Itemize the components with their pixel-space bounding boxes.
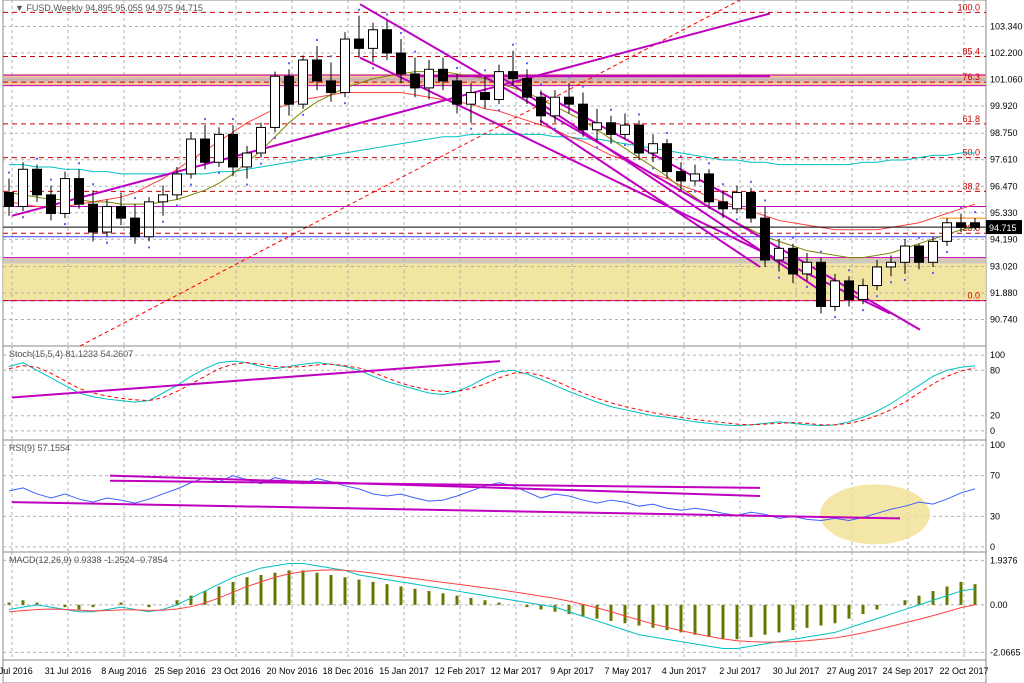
svg-text:90.740: 90.740	[990, 314, 1018, 324]
svg-text:▼ FUSD,Weekly 94.895 95.055 9: ▼ FUSD,Weekly 94.895 95.055 94.975 94.71…	[15, 3, 203, 13]
svg-text:23 Oct 2016: 23 Oct 2016	[211, 666, 260, 676]
svg-text:9 Apr 2017: 9 Apr 2017	[550, 666, 594, 676]
macd-panel[interactable]: -2.0665 0.00 1.9376 MACD(12,26,9) 0.9338 -1…	[0, 552, 1024, 660]
svg-text:103.340: 103.340	[990, 22, 1023, 32]
svg-text:100.0: 100.0	[957, 2, 980, 12]
svg-text:20: 20	[990, 411, 1000, 421]
svg-text:22 Oct 2017: 22 Oct 2017	[939, 666, 988, 676]
svg-text:38.2: 38.2	[962, 181, 980, 191]
price-chart-panel[interactable]: 90.740 91.880 93.020 94.190 95.330 96.470 97.6…	[0, 0, 1024, 346]
svg-text:97.610: 97.610	[990, 155, 1018, 165]
svg-text:0: 0	[990, 542, 995, 552]
svg-text:30 Jul 2017: 30 Jul 2017	[773, 666, 820, 676]
svg-text:8 Aug 2016: 8 Aug 2016	[101, 666, 147, 676]
svg-text:96.470: 96.470	[990, 181, 1018, 191]
svg-text:61.8: 61.8	[962, 114, 980, 124]
svg-text:94.715: 94.715	[989, 223, 1017, 233]
svg-text:31 Jul 2016: 31 Jul 2016	[45, 666, 92, 676]
svg-text:12 Mar 2017: 12 Mar 2017	[491, 666, 542, 676]
svg-text:100: 100	[990, 350, 1005, 360]
svg-text:99.920: 99.920	[990, 101, 1018, 111]
svg-text:30: 30	[990, 511, 1000, 521]
svg-text:93.020: 93.020	[990, 261, 1018, 271]
svg-text:91.880: 91.880	[990, 288, 1018, 298]
svg-text:3 Jul 2016: 3 Jul 2016	[0, 666, 33, 676]
svg-text:12 Feb 2017: 12 Feb 2017	[435, 666, 486, 676]
svg-text:20 Nov 2016: 20 Nov 2016	[266, 666, 317, 676]
svg-text:25 Sep 2016: 25 Sep 2016	[154, 666, 205, 676]
svg-text:95.330: 95.330	[990, 208, 1018, 218]
svg-text:MACD(12,26,9) 0.9338 -1.2524 -: MACD(12,26,9) 0.9338 -1.2524 -0.7854	[9, 555, 168, 565]
svg-text:76.3: 76.3	[962, 72, 980, 82]
stochastic-panel[interactable]: 0 20 80 100 Stoch(15,5,4) 81.1233 54.2607	[0, 346, 1024, 440]
svg-text:Stoch(15,5,4) 81.1233 54.2607: Stoch(15,5,4) 81.1233 54.2607	[9, 349, 133, 359]
svg-text:0.00: 0.00	[990, 600, 1008, 610]
svg-text:-2.0665: -2.0665	[990, 647, 1021, 657]
svg-text:94.190: 94.190	[990, 234, 1018, 244]
svg-text:7 May 2017: 7 May 2017	[604, 666, 651, 676]
svg-text:0.0: 0.0	[967, 291, 980, 301]
svg-text:70: 70	[990, 471, 1000, 481]
svg-text:4 Jun 2017: 4 Jun 2017	[662, 666, 707, 676]
svg-text:18 Dec 2016: 18 Dec 2016	[322, 666, 373, 676]
svg-text:100: 100	[990, 440, 1005, 450]
svg-text:85.4: 85.4	[962, 47, 980, 57]
svg-text:102.200: 102.200	[990, 48, 1023, 58]
svg-text:27 Aug 2017: 27 Aug 2017	[827, 666, 878, 676]
svg-text:1.9376: 1.9376	[990, 555, 1018, 565]
svg-text:15 Jan 2017: 15 Jan 2017	[379, 666, 429, 676]
svg-text:RSI(9) 57.1554: RSI(9) 57.1554	[9, 443, 70, 453]
svg-text:101.060: 101.060	[990, 75, 1023, 85]
svg-text:24 Sep 2017: 24 Sep 2017	[882, 666, 933, 676]
svg-text:98.750: 98.750	[990, 128, 1018, 138]
svg-text:80: 80	[990, 365, 1000, 375]
svg-text:0: 0	[990, 426, 995, 436]
svg-text:2 Jul 2017: 2 Jul 2017	[719, 666, 761, 676]
x-axis: 3 Jul 2016 31 Jul 2016 8 Aug 2016 25 Sep 20…	[0, 660, 1024, 683]
rsi-panel[interactable]: 0 30 70 100 RSI(9) 57.1554	[0, 440, 1024, 552]
